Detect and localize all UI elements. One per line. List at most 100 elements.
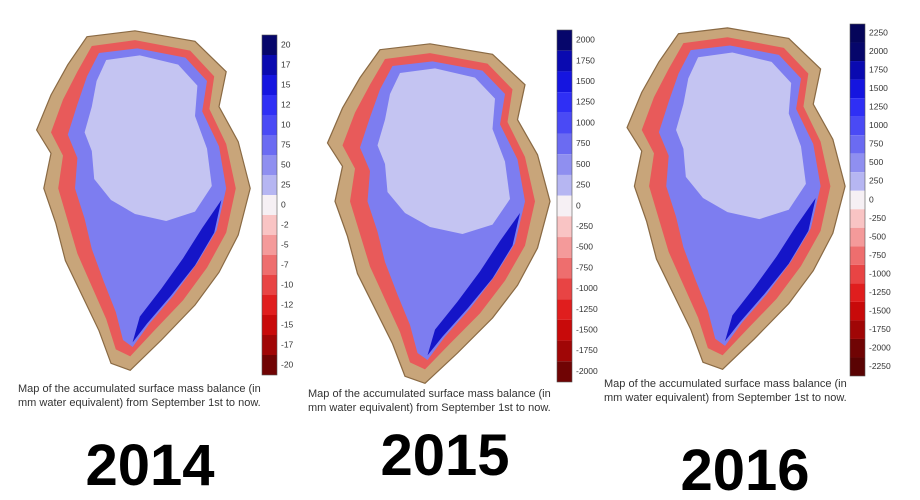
caption: Map of the accumulated surface mass bala… <box>18 383 261 395</box>
year-label: 2016 <box>680 438 809 500</box>
colorbar-cell <box>262 215 277 235</box>
colorbar-cell <box>262 275 277 295</box>
map-panel: 2250 2000 1750 1500 1250 1000 750 500 250 0 -250 -5… <box>604 23 891 500</box>
colorbar-label: 1250 <box>869 102 888 112</box>
colorbar-label: 12 <box>281 99 291 109</box>
colorbar-label: -2 <box>281 219 289 229</box>
colorbar-label: -1500 <box>576 324 598 334</box>
colorbar-label: 750 <box>576 138 590 148</box>
colorbar-label: 1500 <box>576 76 595 86</box>
colorbar-label: 1750 <box>869 65 888 75</box>
greenland-map <box>35 30 251 371</box>
colorbar-cell <box>262 135 277 155</box>
colorbar-frame <box>261 34 278 376</box>
colorbar-label: -500 <box>576 242 593 252</box>
colorbar-cell <box>557 361 572 382</box>
colorbar-label: 250 <box>576 180 590 190</box>
colorbar-label: 20 <box>281 39 291 49</box>
colorbar-cell <box>557 174 572 196</box>
colorbar-label: 15 <box>281 79 291 89</box>
greenland-map <box>326 43 551 384</box>
colorbar-cell <box>850 246 865 265</box>
colorbar-cell <box>557 257 572 279</box>
year-label: 2014 <box>85 433 214 498</box>
colorbar-label: -17 <box>281 339 294 349</box>
colorbar-label: 1000 <box>576 117 595 127</box>
colorbar-label: -2000 <box>869 342 891 352</box>
colorbar-cell <box>850 135 865 154</box>
colorbar-cell <box>262 55 277 75</box>
colorbar-cell <box>557 71 572 93</box>
caption: mm water equivalent) from September 1st … <box>18 397 261 409</box>
map-panel: 2000 1750 1500 1250 1000 750 500 250 0 -250 -500 -7… <box>308 29 598 488</box>
colorbar-label: 10 <box>281 119 291 129</box>
colorbar-cell <box>850 357 865 376</box>
colorbar-cell <box>850 209 865 228</box>
panels: 20171512107550250-2-5-7-10-12-15-17-20Ma… <box>18 23 891 500</box>
colorbar-label: -5 <box>281 239 289 249</box>
colorbar-label: -10 <box>281 279 294 289</box>
colorbar-label: -1500 <box>869 305 891 315</box>
colorbar-label: -15 <box>281 319 294 329</box>
colorbar-frame <box>556 29 573 383</box>
caption: Map of the accumulated surface mass bala… <box>308 388 551 400</box>
colorbar-cell <box>557 319 572 341</box>
colorbar-label: -750 <box>869 250 886 260</box>
colorbar-label: -12 <box>281 299 294 309</box>
colorbar-cell <box>557 50 572 72</box>
colorbar-label: -1250 <box>869 287 891 297</box>
colorbar-cell <box>850 42 865 62</box>
colorbar-cell <box>262 75 277 95</box>
colorbar-cell <box>850 79 865 99</box>
colorbar-cell <box>850 320 865 339</box>
colorbar-label: -20 <box>281 359 294 369</box>
colorbar-label: -500 <box>869 231 886 241</box>
colorbar-label: 17 <box>281 59 291 69</box>
colorbar-label: 2250 <box>869 28 888 38</box>
colorbar-cell <box>557 92 572 113</box>
colorbar-frame <box>849 23 866 377</box>
greenland-map <box>626 27 846 370</box>
caption: mm water equivalent) from September 1st … <box>308 402 551 414</box>
colorbar-label: 500 <box>869 157 883 167</box>
colorbar-cell <box>850 98 865 117</box>
colorbar-cell <box>262 355 277 375</box>
colorbar-label: 1750 <box>576 55 595 65</box>
colorbar-cell <box>850 61 865 80</box>
colorbar-cell <box>557 112 572 134</box>
colorbar-cell <box>557 30 572 51</box>
colorbar-label: 25 <box>281 179 291 189</box>
colorbar-cell <box>850 116 865 136</box>
caption: Map of the accumulated surface mass bala… <box>604 378 847 390</box>
colorbar-cell <box>557 195 572 217</box>
colorbar-cell <box>850 264 865 284</box>
colorbar-cell <box>262 295 277 315</box>
colorbar-cell <box>262 235 277 255</box>
colorbar-label: 1500 <box>869 83 888 93</box>
colorbar-label: -2000 <box>576 366 598 376</box>
colorbar-label: 1000 <box>869 120 888 130</box>
colorbar-cell <box>850 153 865 173</box>
colorbar-cell <box>262 175 277 195</box>
colorbar-label: 250 <box>869 176 883 186</box>
colorbar-cell <box>262 155 277 175</box>
colorbar-cell <box>262 335 277 355</box>
colorbar-cell <box>557 299 572 320</box>
colorbar-cell <box>850 172 865 191</box>
colorbar-label: -1000 <box>576 283 598 293</box>
colorbar-cell <box>850 301 865 321</box>
year-label: 2015 <box>380 423 509 488</box>
colorbar-cell <box>557 340 572 362</box>
colorbar-cell <box>557 154 572 175</box>
colorbar-label: 1250 <box>576 97 595 107</box>
colorbar-label: -7 <box>281 259 289 269</box>
colorbar-cell <box>850 227 865 247</box>
colorbar-label: -1000 <box>869 268 891 278</box>
colorbar-label: 2000 <box>869 46 888 56</box>
colorbar-cell <box>262 95 277 115</box>
colorbar-cell <box>850 24 865 43</box>
colorbar-cell <box>850 283 865 302</box>
colorbar-cell <box>557 216 572 238</box>
colorbar-cell <box>557 237 572 258</box>
